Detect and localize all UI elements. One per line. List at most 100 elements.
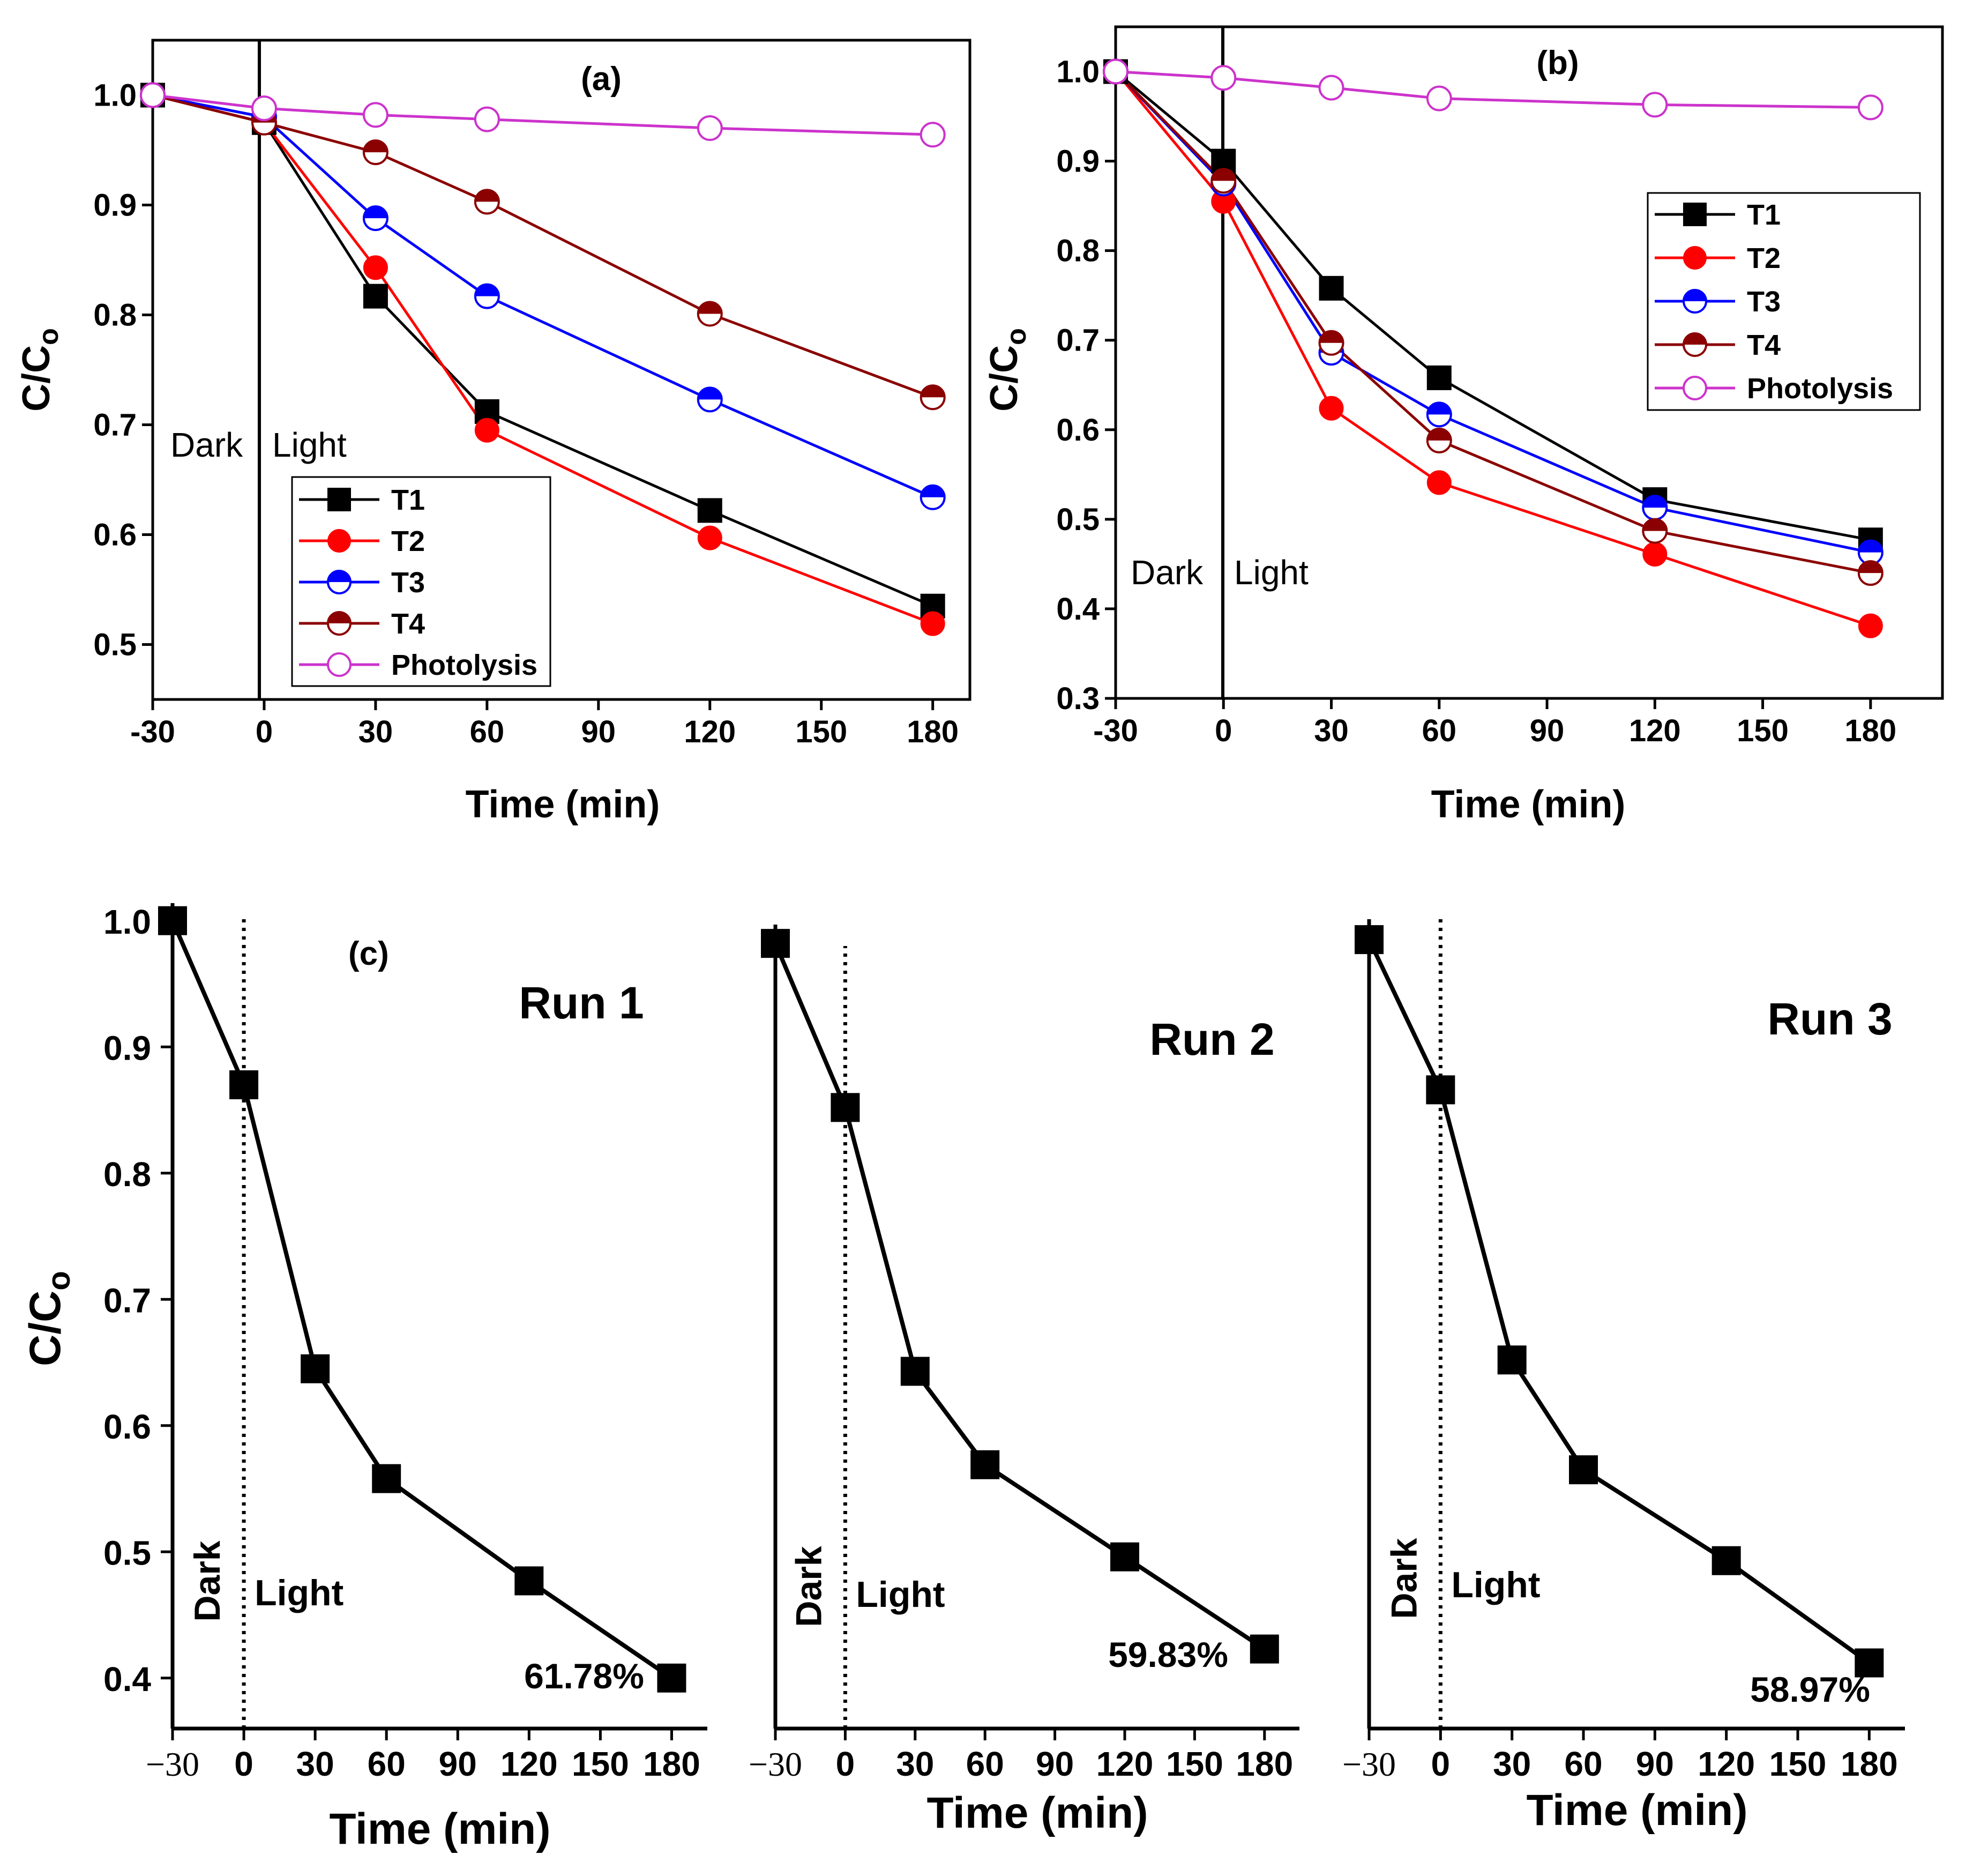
a-xtick-label: 0 [256,714,273,749]
panel-c-label: (c) [348,935,389,972]
b-legend-marker [1683,289,1707,314]
run-xtick-label: 150 [572,1745,629,1783]
run-line [170,920,673,1680]
b-ytick-label: 0.5 [1056,502,1100,537]
panel-a-frame [151,39,971,701]
panel-b: -30 0 30 60 90 120 150 180 0.3 0.4 0.5 0.6 0.7 0.8 0.9… [983,25,1944,826]
a-xtick-label: 150 [795,714,847,749]
a-line-photolysis [152,94,933,136]
run-xtick-label: 90 [439,1745,477,1783]
a-point-t1 [920,593,945,619]
run-ytick-label: 1.0 [103,903,151,941]
b-legend-marker [1683,332,1707,357]
b-xtick-label: 60 [1422,713,1457,748]
a-xtick-label: 30 [358,714,393,749]
a-legend-marker [327,529,351,553]
b-ytick-label: 0.6 [1056,413,1100,448]
b-xtick-label: 150 [1737,713,1789,748]
run-xtick-label: 30 [296,1745,334,1783]
run-xtick-label: 90 [1036,1745,1074,1783]
a-point-t4 [474,189,500,215]
run-point [900,1357,930,1386]
run-light-label: Light [1451,1565,1540,1605]
b-point-t3 [1857,539,1884,565]
run-point [761,929,790,958]
run-line [1367,939,1871,1665]
b-xtick-label: -30 [1093,713,1138,748]
a-legend-label: T1 [391,484,425,516]
run-ytick-label: 0.7 [103,1281,151,1320]
b-point-t4 [1857,560,1884,586]
run-xtick-label: 0 [234,1745,253,1783]
run-light-label: Light [255,1573,343,1613]
panel-b-dark-label: Dark [1131,553,1204,592]
run-point [158,906,187,935]
run-1-plot: −30 0 30 60 90 120 150 180 0.4 0.5 0.6 0.7 0.8 0.9 1.0… [103,903,707,1853]
a-point-t3 [362,205,388,232]
panel-a: -30 0 30 60 90 120 150 180 0.5 0.6 0.7 0.8 0.9 1.0 (a… [15,39,971,826]
panel-a-ylabel: C/Co [15,328,64,412]
run-xtick-label: 180 [1236,1745,1293,1783]
b-point-t1 [1426,365,1452,390]
b-ytick-label: 0.3 [1056,681,1100,716]
run-xtick-label: 0 [1431,1745,1451,1783]
b-ytick-label: 0.8 [1056,234,1100,269]
run-3-plot: −30 0 30 60 90 120 150 180 Run 3 58.97% Dark Light T… [1342,919,1905,1835]
b-point-t3 [1642,495,1668,521]
run-point [1250,1634,1279,1664]
b-point-t4 [1210,168,1237,194]
a-point-t4 [697,301,723,327]
run-title: Run 3 [1767,994,1892,1044]
a-ytick-label: 0.5 [93,628,137,662]
a-xtick-label: 90 [581,714,616,749]
a-xtick-label: 60 [470,714,505,749]
a-legend-marker [327,611,352,636]
b-legend-label: T1 [1747,199,1781,231]
b-line-t1 [1115,70,1871,541]
a-xtick-label: 120 [684,714,736,749]
run-xtick-label: 180 [1841,1745,1898,1783]
b-ytick-label: 0.4 [1056,592,1100,627]
panel-a-legend: T1 T2 T3 T4 Photolysis [291,476,551,687]
run-point [1110,1542,1139,1571]
b-point-t4 [1318,330,1344,356]
run-point [1712,1546,1741,1575]
b-point-t1 [1319,275,1344,301]
a-legend-label: T4 [391,608,425,640]
b-xtick-label: 180 [1844,713,1896,748]
panel-b-light-label: Light [1234,553,1309,592]
a-point-photolysis [474,106,500,132]
run-xtick-label: 150 [1166,1745,1223,1783]
a-point-t3 [920,484,946,510]
run-point [970,1450,1000,1479]
a-legend-label: T3 [391,567,425,599]
a-point-t1 [363,284,388,309]
run-xtick-label: 150 [1769,1745,1827,1783]
a-line-t3 [152,94,933,499]
a-point-t3 [697,386,723,413]
b-ytick-label: 0.9 [1056,144,1100,179]
run-xtick-label: 30 [1493,1745,1531,1783]
a-point-photolysis [920,122,946,148]
run-ytick-label: 0.6 [103,1407,151,1446]
b-legend-label: T2 [1747,242,1781,274]
run-xtick-label: −30 [1342,1745,1396,1783]
a-legend-label: T2 [391,525,425,557]
b-ytick-label: 1.0 [1056,55,1100,90]
b-point-photolysis [1642,92,1668,118]
a-point-t2 [697,525,722,550]
panel-c-ylabel: C/Co [21,1271,77,1366]
b-point-photolysis [1103,58,1128,85]
a-ytick-label: 0.8 [93,298,137,333]
panel-a-xlabel: Time (min) [466,783,660,826]
b-point-t2 [1858,613,1883,638]
b-xtick-label: 90 [1530,713,1565,748]
panel-b-legend: T1 T2 T3 T4 Photolysis [1647,192,1921,411]
run-ytick-label: 0.4 [103,1660,151,1699]
run-percent-removal: 61.78% [524,1656,644,1696]
b-legend-marker [1683,246,1707,270]
run-xlabel: Time (min) [1526,1786,1747,1835]
b-ytick-label: 0.7 [1056,323,1100,358]
run-xlabel: Time (min) [329,1805,550,1853]
a-point-t2 [474,418,499,443]
